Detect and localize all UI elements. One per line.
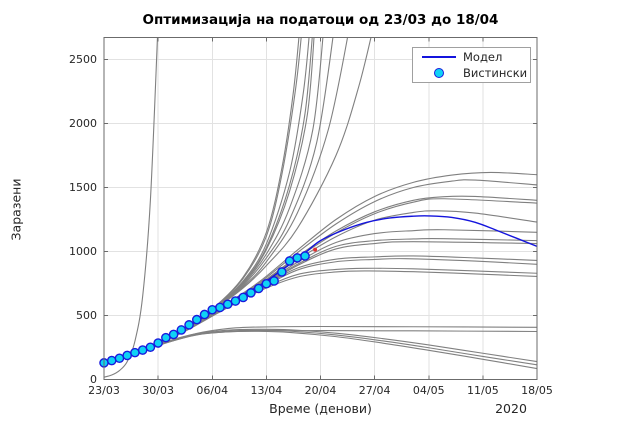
x-axis-tick-label: 27/04 [358,384,391,397]
y-axis-tick-label: 2500 [69,52,97,66]
legend-box: Модел Вистински [412,47,531,83]
actual-marker-swatch [421,68,457,78]
y-axis-tick-label: 1000 [69,244,97,258]
data-point-marker [130,347,140,358]
x-axis-tick-label: 18/05 [521,384,553,397]
data-point-marker [191,314,202,325]
data-point-marker [230,296,241,306]
legend-label-actual: Вистински [463,66,528,80]
data-point-marker [168,329,179,340]
y-axis-label: Заразени [8,178,24,241]
data-point-marker [184,320,194,330]
ensemble-curve [104,328,537,364]
y-axis-tick-label: 1500 [69,180,97,194]
x-axis-tick-label: 30/03 [142,384,174,397]
ensemble-curve [104,37,159,378]
data-point-marker [253,283,264,294]
data-point-marker [300,251,310,261]
data-point-marker [277,267,287,277]
highlight-point [313,247,318,252]
data-point-marker [145,342,156,353]
x-axis-label: Време (денови) [269,401,372,416]
data-point-marker [284,256,295,266]
x-axis-year-label: 2020 [495,401,527,416]
x-axis-tick-label: 13/04 [250,384,283,397]
data-point-marker [161,332,171,343]
data-point-marker [153,338,163,348]
data-point-marker [238,292,248,303]
model-line-swatch [421,56,457,58]
y-axis-tick-label: 2000 [69,116,97,130]
y-axis-tick-label: 500 [76,308,97,322]
x-axis-tick-label: 06/04 [196,384,229,397]
legend-item-actual: Вистински [421,66,528,80]
data-point-marker [292,253,303,263]
data-point-marker [114,353,125,364]
data-point-marker [269,276,279,286]
data-point-marker [176,325,187,335]
data-point-marker [222,299,233,310]
legend-label-model: Модел [463,50,503,64]
legend-item-model: Модел [421,50,524,64]
ensemble-curve [104,330,537,370]
chart-title: Оптимизација на податоци од 23/03 до 18/… [142,12,499,28]
data-point-marker [207,304,218,315]
data-point-marker [246,288,256,298]
data-point-marker [215,302,225,313]
actual-data-points [99,251,310,368]
ensemble-curve [104,329,537,366]
axes-box [103,37,538,380]
x-axis-tick-label: 20/04 [304,384,337,397]
x-axis-tick-label: 11/05 [467,384,499,397]
y-axis-tick-label: 0 [90,372,97,386]
data-point-marker [199,309,210,320]
data-point-marker [261,278,272,289]
x-axis-tick-label: 23/03 [88,384,120,397]
x-axis-tick-label: 04/05 [412,384,445,397]
data-point-marker [122,350,132,361]
data-point-marker [106,355,117,366]
data-point-marker [137,345,148,355]
